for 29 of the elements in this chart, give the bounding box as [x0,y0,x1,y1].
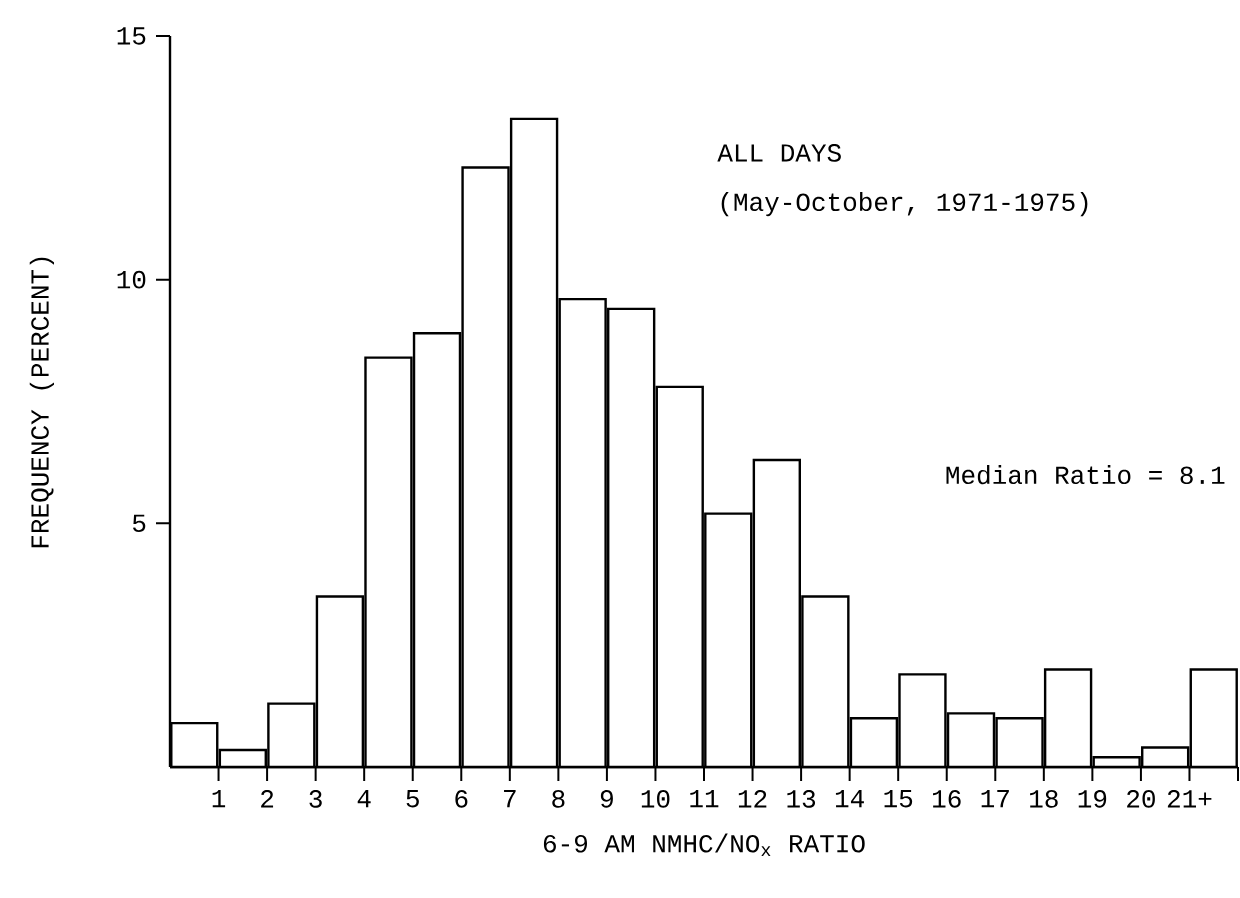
annotation: ALL DAYS [717,144,841,162]
y-axis-title: FREQUENCY (PERCENT) [29,257,54,548]
x-tick-label: 12 [738,790,767,808]
x-tick-label: 14 [835,790,864,808]
y-tick-label: 15 [117,27,146,45]
x-tick-label: 8 [552,790,565,808]
x-tick-label: 5 [406,790,419,808]
x-tick-label: 6 [455,790,468,808]
x-tick-label: 16 [933,790,961,808]
x-tick-label: 20 [1127,790,1155,808]
x-tick-label: 7 [504,790,516,808]
annotation: (May-October, 1971-1975) [721,191,1088,217]
y-tick-label: 5 [132,514,146,533]
x-tick-label: 18 [1030,790,1058,808]
y-tick-label: 10 [117,270,146,289]
x-tick-label: 2 [261,790,274,808]
x-tick-label: 13 [787,790,816,808]
x-tick-label: 15 [884,790,913,808]
x-tick-label: 17 [981,790,1009,808]
x-axis-title: 6-9 AM NMHC/NO$_{x}$ RATIO [543,833,865,856]
x-tick-label: 3 [309,790,322,808]
x-tick-label: 19 [1078,790,1107,808]
x-tick-label: 4 [357,790,371,808]
x-tick-label: 11 [690,790,719,808]
x-tick-label: 21+ [1167,790,1212,808]
x-tick-label: 10 [641,790,670,808]
x-tick-label: 9 [600,790,613,808]
x-tick-label: 1 [212,790,226,808]
annotation: Median Ratio = 8.1 [946,465,1225,485]
